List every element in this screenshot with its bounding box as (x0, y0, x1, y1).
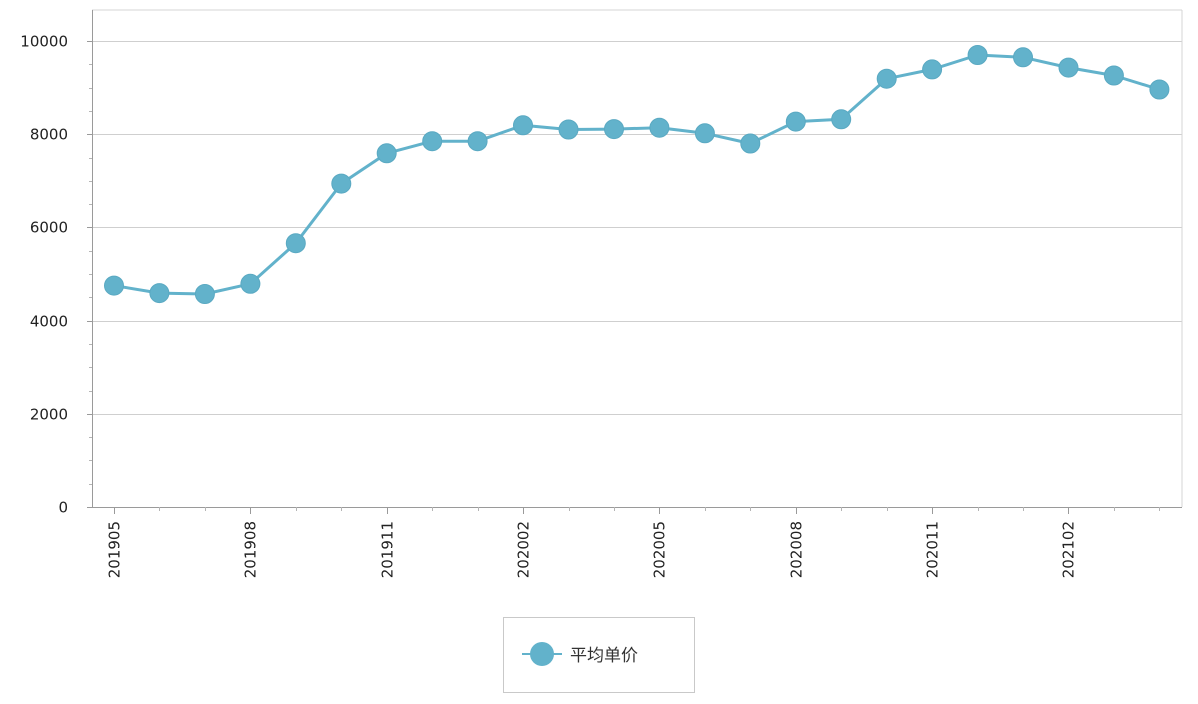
data-point (1013, 47, 1033, 68)
series-line (113, 53, 1160, 296)
y-tick-label: 4000 (30, 313, 68, 331)
y-tick-label: 0 (58, 499, 68, 517)
x-tick-label: 202002 (515, 521, 533, 578)
x-tick-label: 201908 (242, 521, 260, 578)
x-tick-label: 202008 (788, 521, 806, 578)
data-point (1058, 57, 1079, 78)
data-point (467, 131, 488, 152)
data-point (740, 133, 761, 154)
x-tick-label: 201911 (379, 521, 397, 578)
legend-marker-swatch (530, 642, 554, 666)
legend: 平均单价 (503, 617, 695, 693)
x-tick-label: 201905 (106, 521, 124, 578)
y-tick-label: 2000 (30, 406, 68, 424)
data-point (422, 131, 443, 152)
data-point (104, 275, 124, 296)
data-point (649, 117, 670, 138)
legend-series-label: 平均单价 (570, 646, 638, 666)
y-axis-tick-labels: 0 2000 4000 6000 8000 10000 (20, 33, 68, 517)
y-tick-label: 6000 (30, 219, 68, 237)
y-tick-label: 10000 (20, 33, 68, 51)
data-point (1103, 65, 1124, 86)
data-point (876, 68, 897, 89)
data-point (331, 173, 352, 194)
data-point (785, 111, 806, 132)
series-plot (104, 45, 1170, 304)
data-point (558, 119, 579, 140)
y-tick-label: 8000 (30, 126, 68, 144)
data-point (604, 119, 624, 140)
data-point (149, 283, 170, 304)
data-point (694, 123, 715, 144)
data-point (285, 233, 306, 254)
x-tick-label: 202011 (924, 521, 942, 578)
x-tick-label: 202102 (1060, 521, 1078, 578)
data-point (376, 143, 397, 164)
data-point (922, 59, 943, 80)
data-point (240, 273, 261, 294)
data-point (513, 115, 533, 136)
axes (87, 9, 1183, 514)
data-point (967, 45, 988, 65)
x-tick-label: 202005 (651, 521, 669, 578)
data-point (1149, 79, 1170, 100)
x-axis-tick-labels: 201905 201908 201911 202002 202005 202008 2020… (106, 521, 1078, 578)
data-point (831, 109, 852, 130)
data-point (194, 284, 215, 304)
grid-lines (92, 41, 1182, 415)
